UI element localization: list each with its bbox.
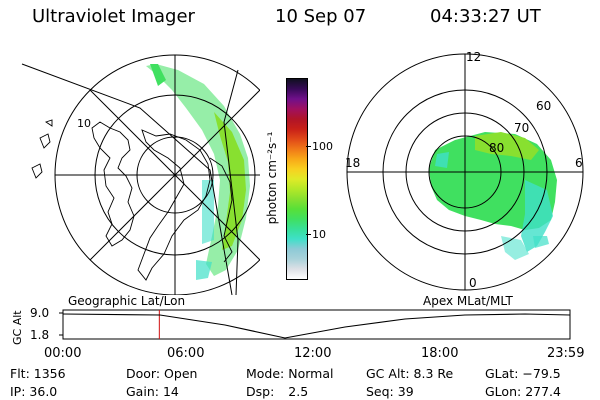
glon-value: 277.4 — [525, 384, 561, 399]
mlat-label-80: 80 — [489, 141, 504, 155]
apex-grid — [346, 53, 584, 291]
altitude-curve — [62, 313, 571, 339]
y-tick-label-high: 9.0 — [30, 306, 49, 320]
aurora-image-apex — [429, 132, 557, 260]
glon-info: GLon: 277.4 — [485, 384, 561, 399]
colorbar-tick-label-10: 10 — [312, 228, 326, 241]
geographic-caption: Geographic Lat/Lon — [68, 294, 186, 308]
mlt-label-18: 18 — [345, 156, 360, 170]
colorbar-scale — [286, 78, 308, 280]
x-tick-0600: 06:00 — [167, 346, 205, 361]
x-tick-1200: 12:00 — [294, 346, 332, 361]
apex-caption: Apex MLat/MLT — [423, 294, 513, 308]
colorbar-unit-label: photon cm⁻²s⁻¹ — [265, 131, 279, 225]
gcalt-value: 8.3 Re — [413, 366, 454, 381]
mlat-label-70: 70 — [514, 121, 529, 135]
altitude-plot: 9.0 1.8 GC Alt — [11, 306, 571, 345]
ip-value: 36.0 — [29, 384, 58, 399]
door-value: Open — [164, 366, 198, 381]
x-tick-1800: 18:00 — [421, 346, 459, 361]
door-info: Door: Open — [126, 366, 198, 381]
image-time: 04:33:27 UT — [430, 6, 541, 27]
x-tick-0000: 00:00 — [44, 346, 82, 361]
latitude-label: 10 — [77, 117, 91, 130]
mlt-label-12: 12 — [466, 50, 481, 64]
gain-value: 14 — [162, 384, 179, 399]
mlt-label-6: 6 — [575, 156, 583, 170]
colorbar-tick-label-100: 100 — [312, 140, 333, 153]
flt-info: Flt: 1356 — [10, 366, 66, 381]
ip-info: IP: 36.0 — [10, 384, 58, 399]
seq-info: Seq: 39 — [366, 384, 414, 399]
mlat-label-60: 60 — [536, 99, 551, 113]
geographic-grid — [21, 54, 260, 295]
flt-value: 1356 — [33, 366, 66, 381]
y-axis-label: GC Alt — [11, 310, 24, 345]
geographic-map-panel: 10 — [21, 54, 260, 295]
mode-value: Normal — [288, 366, 334, 381]
coastline-outline — [31, 119, 233, 281]
colorbar-tick-100 — [306, 146, 311, 147]
gain-info: Gain: 14 — [126, 384, 179, 399]
altitude-plot-frame — [62, 309, 571, 340]
dsp-info: Dsp: 2.5 — [246, 384, 309, 399]
mode-info: Mode: Normal — [246, 366, 334, 381]
instrument-title: Ultraviolet Imager — [32, 6, 195, 27]
apex-magnetic-panel: 12 6 0 18 60 70 80 — [345, 50, 584, 291]
gcalt-info: GC Alt: 8.3 Re — [366, 366, 454, 381]
colorbar-tick-10 — [306, 234, 311, 235]
glat-value: −79.5 — [522, 366, 561, 381]
x-tick-2359: 23:59 — [547, 346, 585, 361]
glat-info: GLat: −79.5 — [485, 366, 561, 381]
image-date: 10 Sep 07 — [275, 6, 367, 27]
dsp-value: 2.5 — [288, 384, 309, 399]
y-tick-label-low: 1.8 — [30, 328, 49, 342]
seq-value: 39 — [397, 384, 414, 399]
mlt-label-0: 0 — [469, 276, 477, 290]
